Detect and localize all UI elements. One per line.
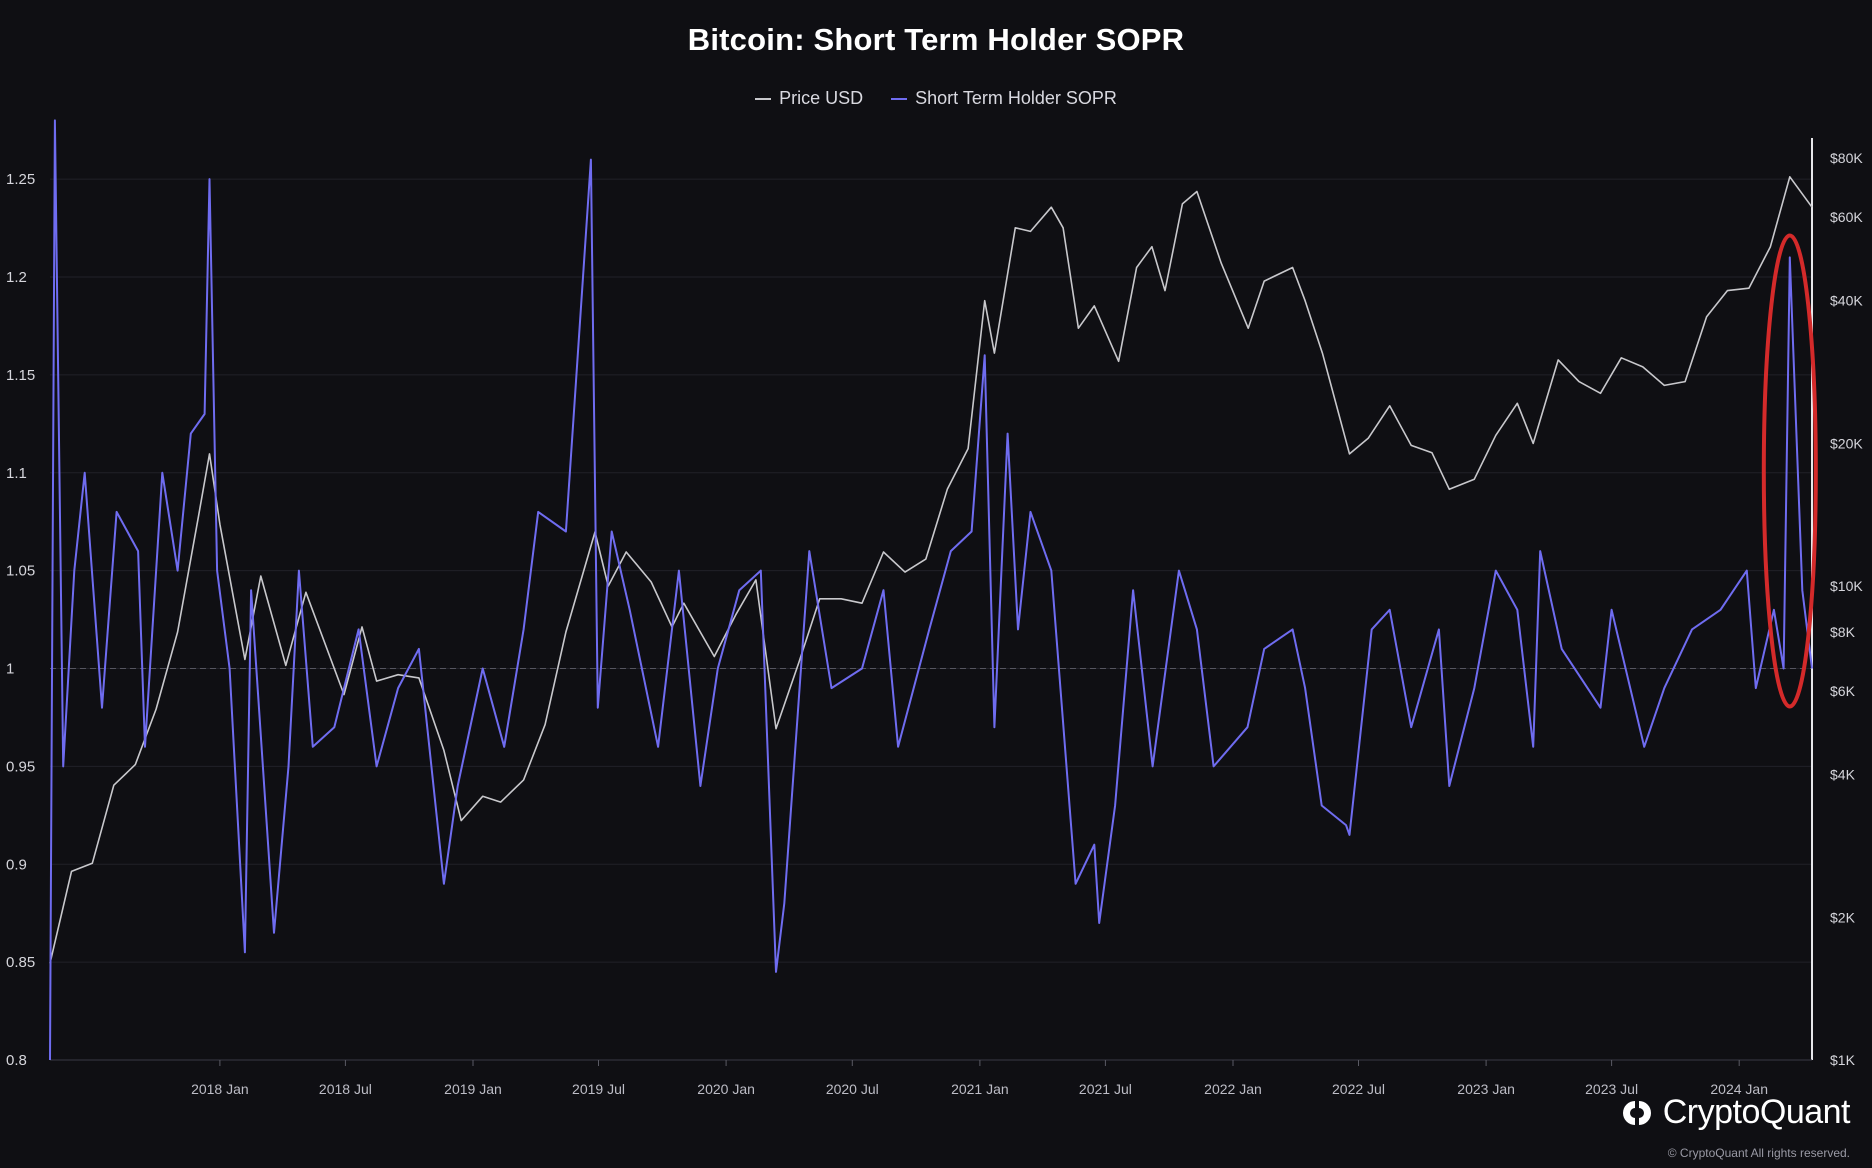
right-tick-label: $20K: [1830, 435, 1863, 451]
right-tick-label: $10K: [1830, 578, 1863, 594]
x-tick-label: 2018 Jul: [319, 1081, 372, 1097]
right-axis: $1K $2K $4K $6K $8K $10K $20K $40K $60K $80K: [1811, 138, 1863, 1068]
copyright-text: © CryptoQuant All rights reserved.: [1667, 1146, 1850, 1160]
x-tick-label: 2020 Jan: [697, 1081, 755, 1097]
chart-title: Bitcoin: Short Term Holder SOPR: [687, 22, 1185, 57]
right-tick-label: $6K: [1830, 683, 1856, 699]
left-tick-label: 1.15: [6, 367, 35, 384]
x-tick-label: 2021 Jan: [951, 1081, 1009, 1097]
left-tick-label: 1.1: [6, 465, 27, 482]
brand-logo: CryptoQuant: [1617, 1093, 1851, 1132]
series-line-sopr: [49, 119, 1813, 1061]
right-tick-label: $80K: [1830, 150, 1863, 166]
right-tick-label: $1K: [1830, 1052, 1856, 1068]
x-tick-label: 2019 Jan: [444, 1081, 502, 1097]
left-tick-label: 0.8: [6, 1052, 27, 1069]
cryptoquant-logo-icon: [1622, 1100, 1651, 1125]
series-lines: [49, 119, 1813, 1061]
right-tick-label: $2K: [1830, 909, 1856, 925]
x-tick-label: 2023 Jan: [1457, 1081, 1515, 1097]
left-tick-label: 0.95: [6, 758, 35, 775]
left-tick-label: 1.05: [6, 563, 35, 580]
left-tick-label: 1.2: [6, 269, 27, 286]
legend-item-price[interactable]: Price USD: [755, 88, 863, 109]
legend-label-sopr: Short Term Holder SOPR: [915, 88, 1117, 108]
highlight-ellipse: [1761, 233, 1818, 709]
x-tick-label: 2018 Jan: [191, 1081, 249, 1097]
x-tick-label: 2020 Jul: [826, 1081, 879, 1097]
left-tick-label: 0.85: [6, 954, 35, 971]
legend-item-sopr[interactable]: Short Term Holder SOPR: [891, 88, 1117, 109]
x-axis: 2018 Jan 2018 Jul 2019 Jan 2019 Jul 2020 Jan…: [50, 1059, 1812, 1097]
legend-label-price: Price USD: [779, 88, 864, 108]
x-tick-label: 2021 Jul: [1079, 1081, 1132, 1097]
x-tick-label: 2024 Jan: [1710, 1081, 1768, 1097]
left-tick-label: 0.9: [6, 856, 27, 873]
legend-swatch-sopr: [891, 97, 908, 100]
highlight-overlay: [1761, 233, 1818, 709]
right-tick-label: $8K: [1830, 624, 1856, 640]
x-tick-label: 2019 Jul: [572, 1081, 625, 1097]
right-tick-label: $60K: [1830, 209, 1863, 225]
x-tick-label: 2023 Jul: [1585, 1081, 1638, 1097]
x-tick-label: 2022 Jan: [1204, 1081, 1262, 1097]
left-tick-label: 1: [6, 661, 14, 678]
brand-name: CryptoQuant: [1662, 1093, 1851, 1131]
x-tick-label: 2022 Jul: [1332, 1081, 1385, 1097]
legend-swatch-price: [755, 97, 772, 100]
chart-legend: Price USD Short Term Holder SOPR: [0, 88, 1872, 109]
left-axis: 0.8 0.85 0.9 0.95 1 1.05 1.1 1.15 1.2 1.25: [6, 171, 35, 1069]
left-tick-label: 1.25: [6, 171, 35, 188]
right-tick-label: $40K: [1830, 293, 1863, 309]
right-tick-label: $4K: [1830, 767, 1856, 783]
series-line-price: [49, 176, 1813, 964]
grid-lines: [50, 178, 1812, 1061]
